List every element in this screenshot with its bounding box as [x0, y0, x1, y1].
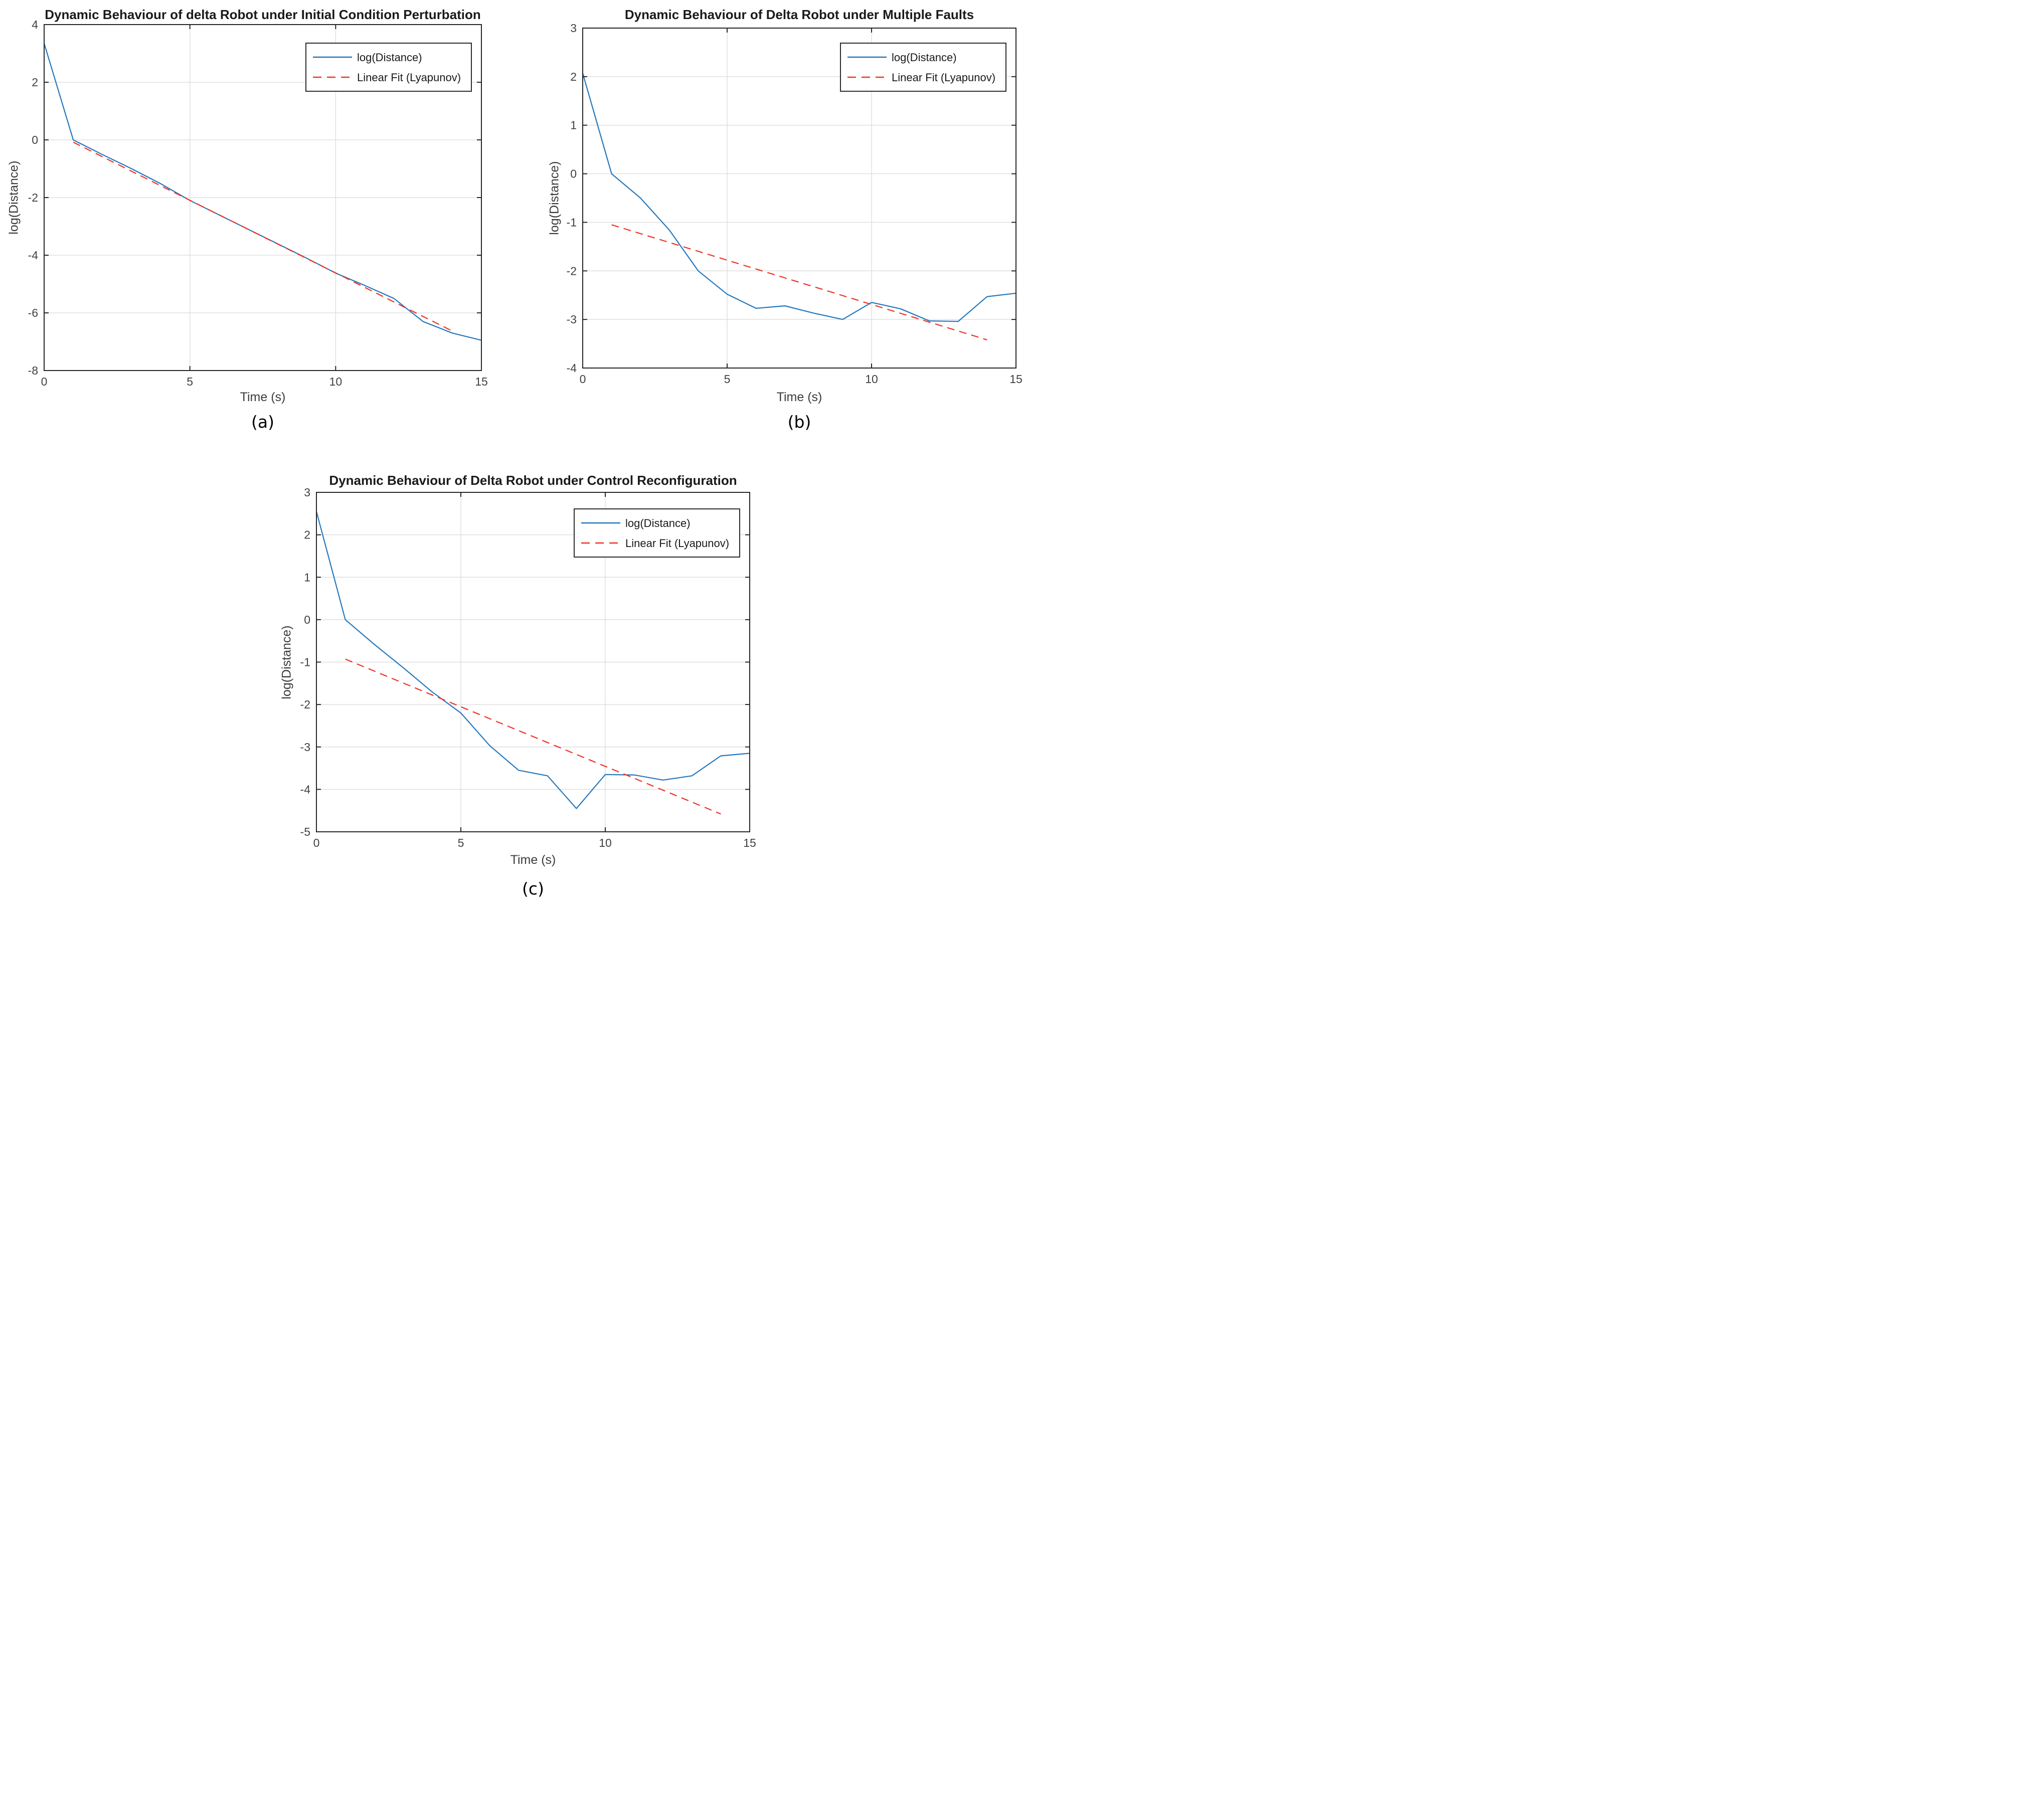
legend-label: Linear Fit (Lyapunov)	[357, 71, 461, 84]
x-tick-label: 5	[724, 373, 731, 386]
series-linear-fit-line	[345, 658, 721, 815]
x-tick-label: 15	[1009, 373, 1022, 386]
chart-c-canvas: 0 5 10 153210-1-2-3-4-5log(Distance)Linear …	[300, 486, 756, 849]
legend-box	[305, 43, 472, 92]
y-tick-label: -3	[300, 741, 310, 754]
y-tick-label: -4	[28, 249, 39, 262]
x-tick-label: 5	[187, 375, 193, 388]
y-tick-label: -2	[28, 191, 38, 204]
x-tick-label: 10	[329, 375, 343, 388]
y-tick-label: 3	[570, 22, 577, 35]
series-log-distance-line	[582, 73, 1016, 322]
y-tick-label: 4	[32, 18, 38, 31]
y-tick-label: -2	[567, 264, 577, 277]
chart-b-y-axis-label: log(Distance)	[547, 161, 562, 235]
chart-a-x-axis-label: Time (s)	[240, 390, 286, 404]
y-tick-label: -2	[300, 698, 310, 711]
x-tick-label: 15	[743, 836, 756, 849]
caption-c: (c)	[522, 879, 544, 898]
x-tick-label: 0	[41, 375, 48, 388]
y-tick-label: 0	[570, 167, 577, 181]
x-tick-label: 10	[865, 373, 878, 386]
series-linear-fit-line	[73, 141, 453, 332]
y-tick-label: 1	[570, 119, 577, 132]
y-tick-label: 0	[32, 133, 38, 146]
x-tick-label: 15	[475, 375, 488, 388]
legend-label: log(Distance)	[892, 51, 957, 64]
y-tick-label: 3	[304, 486, 310, 499]
chart-c-y-axis-label: log(Distance)	[279, 625, 294, 699]
axes-box	[582, 28, 1016, 369]
series-log-distance-line	[315, 511, 750, 809]
x-tick-label: 0	[580, 373, 586, 386]
legend-label: log(Distance)	[357, 51, 422, 64]
legend-label: Linear Fit (Lyapunov)	[892, 71, 995, 84]
y-tick-label: -3	[567, 313, 577, 326]
y-tick-label: -5	[300, 825, 310, 838]
series-linear-fit-line	[611, 224, 987, 340]
y-tick-label: 0	[304, 613, 310, 626]
y-tick-label: -4	[300, 783, 311, 796]
figure-grid: 0 5 10 15 4 2 0 -2 -4 -6 -8 log(Distance) Linear Fit…	[0, 0, 1022, 902]
chart-a-title: Dynamic Behaviour of delta Robot under I…	[45, 7, 481, 22]
chart-b-title: Dynamic Behaviour of Delta Robot under M…	[624, 7, 974, 22]
subplot-c: 0 5 10 15 3 2 1 0 -1 -2 -3 -4 -5 log(Distance) Linear …	[256, 451, 767, 902]
x-tick-label: 0	[313, 836, 320, 849]
legend-label: Linear Fit (Lyapunov)	[625, 537, 729, 550]
y-tick-label: -4	[567, 362, 577, 375]
y-tick-label: -1	[567, 216, 577, 229]
legend-box	[840, 43, 1006, 92]
y-tick-label: 1	[304, 571, 310, 584]
chart-c-x-axis-label: Time (s)	[510, 853, 556, 867]
y-tick-label: 2	[570, 70, 577, 83]
y-tick-label: 2	[32, 76, 38, 89]
subplot-a: 0 5 10 15 4 2 0 -2 -4 -6 -8 log(Distance) Linear Fit…	[0, 0, 511, 451]
series-log-distance-line	[43, 43, 482, 341]
chart-b-x-axis-label: Time (s)	[776, 390, 822, 404]
x-tick-label: 5	[458, 836, 464, 849]
caption-b: (b)	[787, 412, 811, 432]
legend-box	[574, 508, 740, 558]
legend-label: log(Distance)	[625, 517, 691, 529]
y-tick-label: -8	[28, 364, 38, 377]
y-tick-label: -1	[300, 656, 310, 669]
y-tick-label: -6	[28, 306, 38, 319]
subplot-b: 0 5 10 15 3 2 1 0 -1 -2 -3 -4 log(Distance) Linear Fi…	[511, 0, 1023, 451]
y-tick-label: 2	[304, 528, 310, 542]
chart-a-y-axis-label: log(Distance)	[7, 160, 21, 235]
chart-a-canvas: 0 5 10 15 4 2 0 -2 -4 -6 -8 log(Distance) Linear Fit…	[28, 18, 488, 388]
x-tick-label: 10	[599, 836, 612, 849]
chart-c-title: Dynamic Behaviour of Delta Robot under C…	[329, 473, 737, 488]
caption-a: (a)	[251, 412, 274, 432]
